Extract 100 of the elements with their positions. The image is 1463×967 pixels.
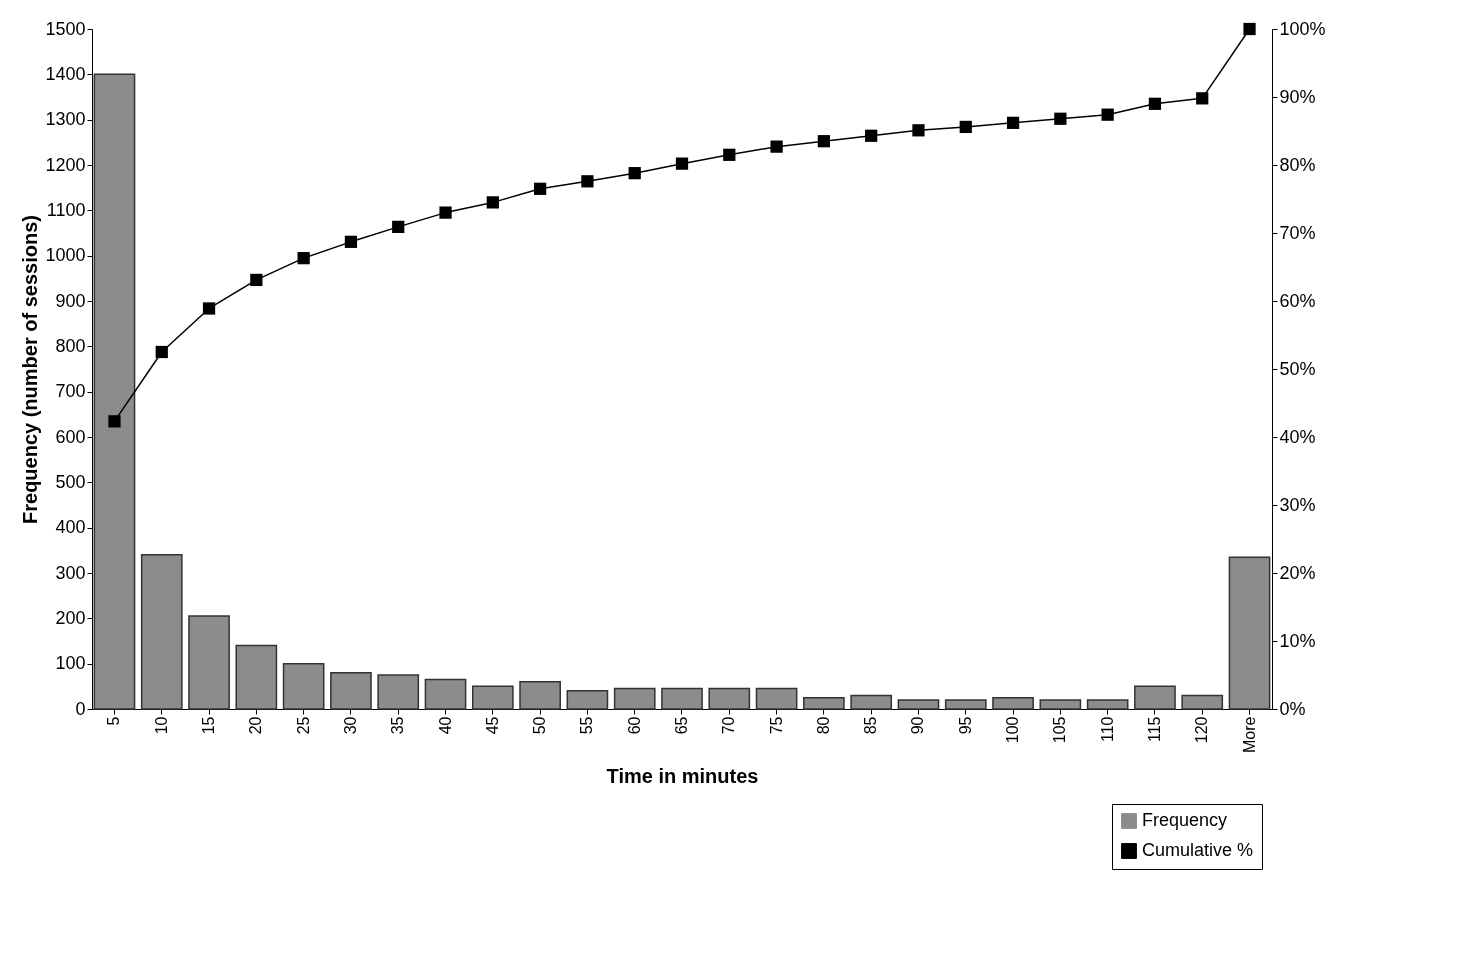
y2-tick-label: 0% xyxy=(1279,698,1306,719)
y-tick-label: 700 xyxy=(55,381,86,402)
x-tick-label: 20 xyxy=(247,716,265,735)
y-tick-label: 300 xyxy=(55,562,86,583)
bar xyxy=(944,699,987,710)
point xyxy=(817,135,831,148)
y-tick-label: 1500 xyxy=(45,18,86,39)
bar xyxy=(566,690,609,710)
point xyxy=(959,120,972,134)
bar xyxy=(424,678,467,710)
y2-tick-label: 90% xyxy=(1279,86,1316,107)
point xyxy=(155,345,168,359)
point xyxy=(628,167,641,180)
bar xyxy=(992,696,1034,710)
y2-tick-label: 50% xyxy=(1279,358,1316,379)
bar xyxy=(803,696,845,710)
y2-tick-label: 30% xyxy=(1279,494,1316,515)
point xyxy=(723,148,736,161)
point xyxy=(486,196,499,209)
legend-label: Frequency xyxy=(1142,810,1228,830)
y-tick-label: 1300 xyxy=(45,109,86,130)
x-tick-label: 10 xyxy=(152,716,170,735)
point xyxy=(1148,97,1162,110)
bar xyxy=(519,681,561,710)
y-tick-label: 200 xyxy=(55,607,86,628)
y-tick-label: 900 xyxy=(55,290,86,311)
bar xyxy=(140,554,183,710)
bar xyxy=(1039,699,1082,710)
y-tick-label: 1400 xyxy=(45,63,86,84)
point xyxy=(581,175,594,188)
x-tick-label: 30 xyxy=(341,716,359,735)
x-tick-label: 105 xyxy=(1051,716,1069,744)
point xyxy=(533,182,547,195)
x-tick-label: 15 xyxy=(200,716,218,735)
x-tick-label: 55 xyxy=(578,716,596,735)
y-tick-label: 500 xyxy=(55,471,86,492)
y2-tick-label: 70% xyxy=(1279,222,1316,243)
bar xyxy=(708,687,751,710)
point xyxy=(439,206,452,219)
bar xyxy=(897,699,940,710)
y2-tick-label: 80% xyxy=(1279,154,1316,175)
x-tick-label: 40 xyxy=(436,716,454,735)
bar xyxy=(188,615,230,710)
y2-tick-label: 40% xyxy=(1279,426,1316,447)
x-tick-label: 90 xyxy=(909,716,927,735)
legend-label: Cumulative % xyxy=(1142,840,1254,860)
point xyxy=(865,129,878,142)
y2-tick-label: 60% xyxy=(1279,290,1316,311)
point xyxy=(108,415,121,428)
bar xyxy=(235,644,278,710)
x-tick-label: 70 xyxy=(720,716,738,735)
x-tick-label: More xyxy=(1240,716,1258,753)
y-tick-label: 800 xyxy=(55,335,86,356)
x-tick-label: 110 xyxy=(1098,716,1116,743)
bar xyxy=(755,687,798,710)
bar xyxy=(661,687,703,710)
y-axis-title: Frequency (number of sessions) xyxy=(19,215,42,524)
y2-tick-label: 10% xyxy=(1279,630,1316,651)
x-tick-label: 25 xyxy=(294,716,312,735)
x-tick-label: 80 xyxy=(814,716,832,735)
point xyxy=(297,252,310,265)
point xyxy=(675,157,689,170)
x-tick-label: 115 xyxy=(1145,716,1163,743)
bar xyxy=(1228,556,1271,710)
bar xyxy=(282,662,325,710)
bar xyxy=(377,674,420,710)
y2-tick-label: 20% xyxy=(1279,562,1316,583)
point xyxy=(912,124,925,137)
point xyxy=(770,140,783,153)
bar xyxy=(1086,699,1129,710)
x-tick-label: 35 xyxy=(389,716,407,735)
bar xyxy=(1134,685,1176,710)
x-axis-title: Time in minutes xyxy=(606,764,759,787)
point xyxy=(1101,108,1114,121)
y2-tick-label: 100% xyxy=(1279,18,1326,39)
bar xyxy=(93,73,136,710)
point xyxy=(202,302,216,315)
bar xyxy=(471,685,514,710)
point xyxy=(1196,92,1209,105)
point xyxy=(1006,116,1020,129)
x-tick-label: 45 xyxy=(483,716,501,735)
y-tick-label: 1200 xyxy=(45,154,86,175)
y-tick-label: 600 xyxy=(55,426,86,447)
x-tick-label: 65 xyxy=(673,716,690,735)
y-tick-label: 1000 xyxy=(45,245,86,266)
x-tick-label: 50 xyxy=(531,716,549,735)
x-tick-label: 95 xyxy=(956,716,974,735)
y-tick-label: 100 xyxy=(55,653,86,674)
bar xyxy=(613,687,656,710)
x-tick-label: 85 xyxy=(862,716,880,735)
point xyxy=(1243,22,1256,36)
bar xyxy=(330,671,372,710)
point xyxy=(392,220,405,233)
x-tick-label: 100 xyxy=(1004,716,1022,744)
y-tick-label: 400 xyxy=(55,517,86,538)
x-tick-label: 120 xyxy=(1193,716,1211,744)
point xyxy=(250,273,263,287)
point xyxy=(1054,112,1067,125)
bar xyxy=(850,694,893,710)
x-tick-label: 60 xyxy=(625,716,643,735)
